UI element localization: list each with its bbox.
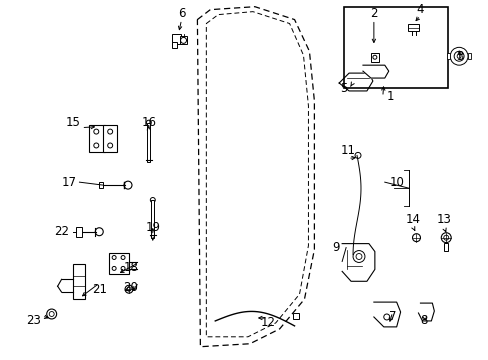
Text: 5: 5 [340,82,347,95]
Text: 10: 10 [388,176,403,189]
Text: 11: 11 [340,144,355,157]
Text: 17: 17 [62,176,77,189]
Bar [73,265,85,299]
Text: 15: 15 [66,116,81,129]
Polygon shape [342,244,374,281]
Bar [76,227,82,237]
Text: 2: 2 [369,7,377,20]
Text: 23: 23 [26,314,41,328]
Bar [147,123,150,162]
Text: 6: 6 [178,7,185,20]
Polygon shape [362,65,388,78]
Text: 14: 14 [405,213,420,226]
Bar [151,200,154,238]
Text: 16: 16 [141,116,156,129]
Bar [89,125,105,152]
Bar [370,53,378,62]
Bar [292,313,298,319]
Text: 20: 20 [123,281,138,294]
Text: 7: 7 [388,310,396,324]
Text: 4: 4 [416,3,424,16]
Text: 1: 1 [386,90,394,103]
Bar [467,53,470,59]
Text: 18: 18 [123,261,138,274]
Polygon shape [339,73,372,91]
Text: 19: 19 [145,221,160,234]
Circle shape [146,120,151,125]
Bar [344,7,447,88]
Bar [447,53,449,59]
Bar [443,243,447,251]
Bar [103,125,117,152]
Bar [171,35,180,44]
Bar [99,182,103,188]
Bar [109,252,129,274]
Bar [179,36,187,44]
Circle shape [150,198,155,202]
Text: 22: 22 [54,225,69,238]
Bar [171,42,176,48]
Text: 12: 12 [260,316,275,329]
Circle shape [449,47,467,65]
Text: 3: 3 [455,50,463,63]
Polygon shape [373,302,400,327]
Polygon shape [418,303,433,321]
Text: 9: 9 [332,241,339,254]
Text: 8: 8 [420,314,427,328]
Bar [407,23,419,31]
Text: 21: 21 [92,283,106,296]
Text: 13: 13 [436,213,451,226]
